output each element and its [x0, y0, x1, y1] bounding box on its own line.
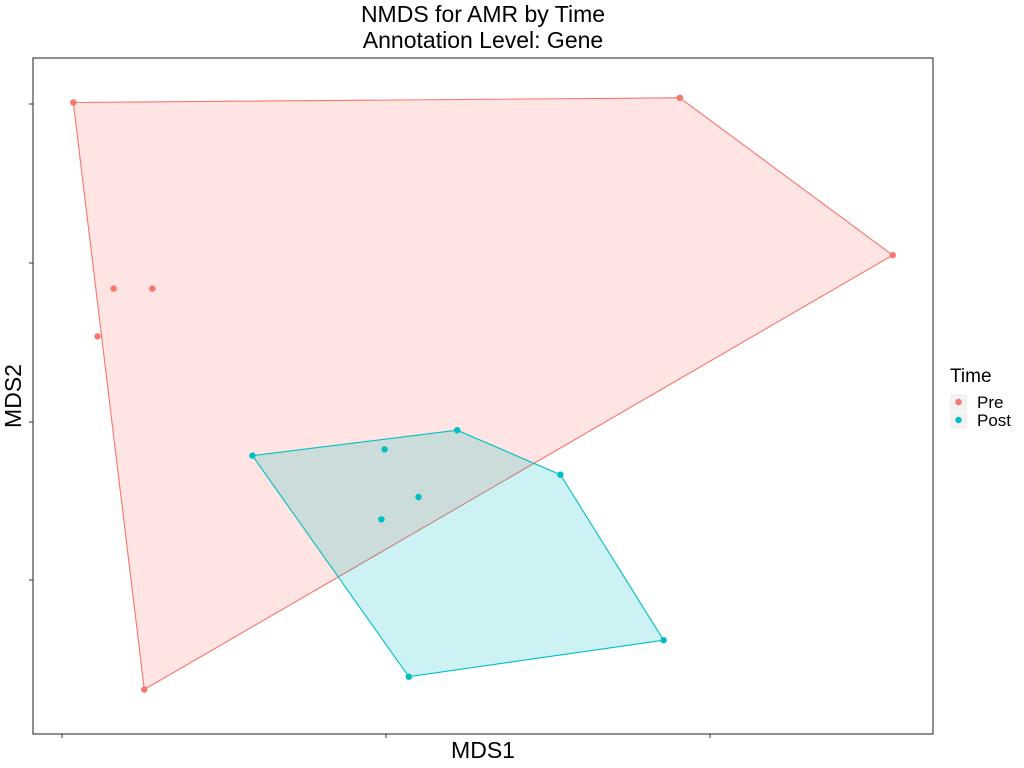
plot-panel-border: [32, 57, 934, 735]
x-axis-ticks: [61, 734, 711, 738]
legend-label-post: Post: [977, 411, 1011, 430]
point-post: [557, 471, 564, 478]
hull-post: [251, 429, 665, 678]
chart-title: NMDS for AMR by Time: [361, 1, 605, 27]
point-post: [415, 493, 422, 501]
point-post: [660, 637, 667, 644]
point-pre: [889, 252, 896, 259]
legend-marker-pre: [955, 398, 962, 406]
y-axis-ticks: [29, 103, 33, 581]
legend-marker-post: [955, 416, 962, 424]
point-pre: [70, 99, 77, 106]
point-post: [405, 673, 412, 680]
y-axis-label: MDS2: [0, 364, 26, 428]
point-pre: [94, 333, 101, 340]
legend-label-pre: Pre: [977, 393, 1003, 412]
point-pre: [149, 285, 156, 292]
point-post: [249, 452, 256, 459]
chart-subtitle: Annotation Level: Gene: [363, 27, 603, 53]
legend-title: Time: [950, 366, 992, 387]
point-post: [378, 516, 385, 523]
point-post: [454, 427, 461, 434]
x-axis-label: MDS1: [451, 737, 515, 763]
point-pre: [110, 285, 117, 292]
point-pre: [141, 686, 148, 693]
plot-area: [70, 94, 896, 693]
point-pre: [676, 94, 683, 102]
point-post: [381, 446, 388, 453]
